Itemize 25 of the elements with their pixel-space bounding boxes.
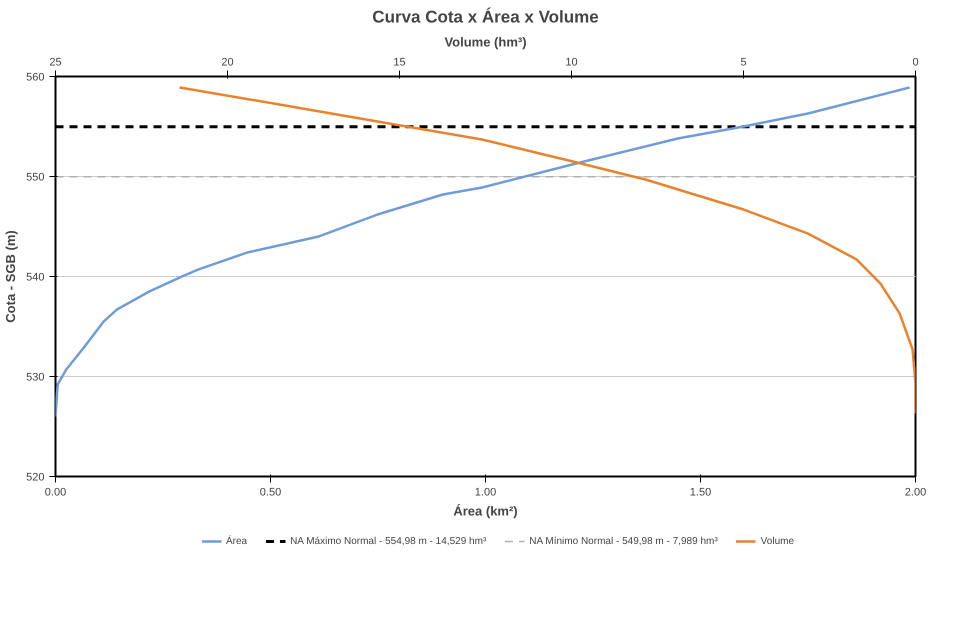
x2-tick-label: 0: [912, 56, 919, 68]
x-axis-title: Área (km²): [453, 504, 518, 518]
y-tick-label: 530: [26, 372, 45, 384]
x2-tick-label: 5: [740, 56, 747, 68]
x2-tick-label: 15: [393, 56, 406, 68]
y-tick-label: 520: [26, 472, 45, 484]
x-tick-label: 0.00: [44, 486, 66, 498]
legend-label: Volume: [760, 536, 794, 546]
y-axis-title: Cota - SGB (m): [3, 230, 18, 323]
x-tick-label: 0.50: [260, 486, 282, 498]
legend-label: NA Máximo Normal - 554,98 m - 14,529 hm³: [290, 536, 486, 546]
x2-tick-label: 10: [565, 56, 578, 68]
x2-tick-label: 25: [49, 56, 62, 68]
legend-label: Área: [226, 536, 248, 546]
line-series: [56, 86, 911, 418]
x2-tick-label: 20: [221, 56, 234, 68]
legend-label: NA Mínimo Normal - 549,98 m - 7,989 hm³: [529, 536, 718, 546]
x-tick-label: 1.00: [474, 486, 496, 498]
chart-title: Curva Cota x Área x Volume: [372, 6, 599, 26]
x-tick-label: 2.00: [904, 486, 926, 498]
y-tick-label: 540: [26, 272, 45, 284]
y-tick-label: 550: [26, 172, 45, 184]
x-tick-label: 1.50: [690, 486, 712, 498]
x2-axis-title: Volume (hm³): [444, 34, 527, 50]
y-tick-label: 560: [26, 72, 45, 84]
